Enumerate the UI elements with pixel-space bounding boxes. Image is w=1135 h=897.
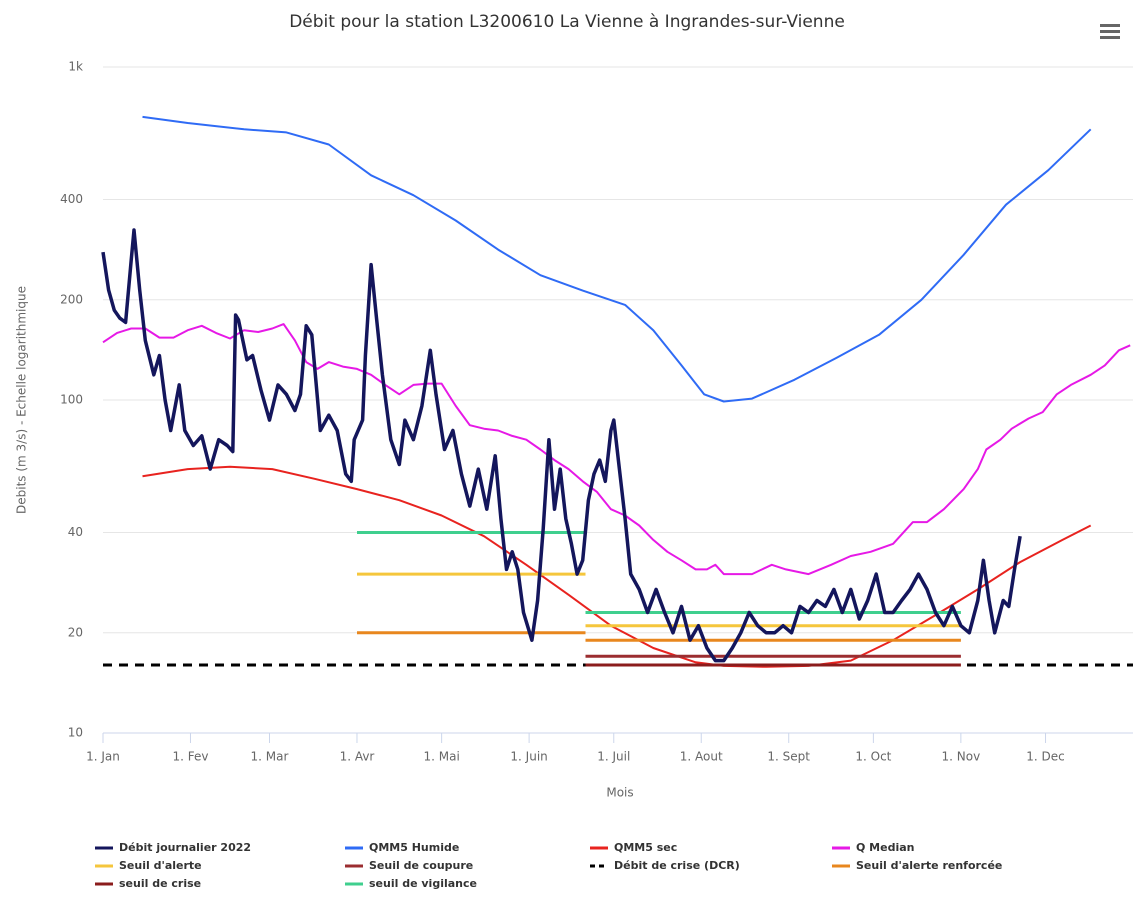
x-tick-label: 1. Fev bbox=[172, 750, 208, 764]
x-tick-label: 1. Mar bbox=[251, 750, 289, 764]
y-tick-label: 20 bbox=[68, 625, 83, 639]
menu-button[interactable] bbox=[1100, 24, 1120, 39]
series-line bbox=[357, 572, 961, 628]
legend-label: QMM5 Humide bbox=[369, 841, 459, 854]
y-tick-label: 10 bbox=[68, 726, 83, 740]
legend-item[interactable]: seuil de crise bbox=[95, 877, 201, 890]
series-line bbox=[142, 465, 1092, 668]
legend-item[interactable]: Seuil d'alerte bbox=[95, 859, 202, 872]
x-tick-label: 1. Juil bbox=[597, 750, 630, 764]
y-tick-label: 200 bbox=[60, 292, 83, 306]
x-tick-label: 1. Dec bbox=[1026, 750, 1064, 764]
legend-label: Seuil d'alerte bbox=[119, 859, 202, 872]
menu-bar bbox=[1100, 24, 1120, 27]
legend-label: Seuil d'alerte renforcée bbox=[856, 859, 1002, 872]
menu-bar bbox=[1100, 36, 1120, 39]
legend-item[interactable]: Débit journalier 2022 bbox=[95, 841, 251, 854]
legend-label: Débit de crise (DCR) bbox=[614, 859, 740, 872]
legend-label: QMM5 sec bbox=[614, 841, 677, 854]
y-tick-label: 40 bbox=[68, 525, 83, 539]
legend-item[interactable]: Q Median bbox=[832, 841, 915, 854]
x-tick-label: 1. Oct bbox=[855, 750, 891, 764]
legend-item[interactable]: QMM5 sec bbox=[590, 841, 677, 854]
series-line bbox=[101, 228, 1022, 663]
x-tick-label: 1. Avr bbox=[340, 750, 375, 764]
legend-label: Q Median bbox=[856, 841, 915, 854]
chart-title: Débit pour la station L3200610 La Vienne… bbox=[289, 12, 845, 32]
x-tick-label: 1. Aout bbox=[680, 750, 723, 764]
x-tick-label: 1. Mai bbox=[423, 750, 459, 764]
x-tick-label: 1. Nov bbox=[942, 750, 981, 764]
legend-item[interactable]: QMM5 Humide bbox=[345, 841, 459, 854]
x-tick-label: 1. Juin bbox=[510, 750, 547, 764]
x-tick-label: 1. Jan bbox=[86, 750, 120, 764]
legend-label: Débit journalier 2022 bbox=[119, 841, 251, 854]
x-axis-title: Mois bbox=[606, 786, 633, 800]
legend-label: seuil de crise bbox=[119, 877, 201, 890]
legend-item[interactable]: Seuil de coupure bbox=[345, 859, 473, 872]
legend-item[interactable]: seuil de vigilance bbox=[345, 877, 477, 890]
y-tick-label: 1k bbox=[68, 60, 83, 74]
y-tick-label: 100 bbox=[60, 393, 83, 407]
y-tick-label: 400 bbox=[60, 192, 83, 206]
legend-item[interactable]: Débit de crise (DCR) bbox=[590, 859, 740, 872]
series-line bbox=[142, 115, 1092, 403]
x-tick-label: 1. Sept bbox=[767, 750, 810, 764]
legend-label: Seuil de coupure bbox=[369, 859, 473, 872]
y-axis-title: Debits (m 3/s) - Echelle logarithmique bbox=[15, 286, 29, 514]
series-line bbox=[357, 631, 961, 642]
legend-item[interactable]: Seuil d'alerte renforcée bbox=[832, 859, 1002, 872]
menu-bar bbox=[1100, 30, 1120, 33]
legend-label: seuil de vigilance bbox=[369, 877, 477, 890]
series-line bbox=[102, 323, 1131, 576]
